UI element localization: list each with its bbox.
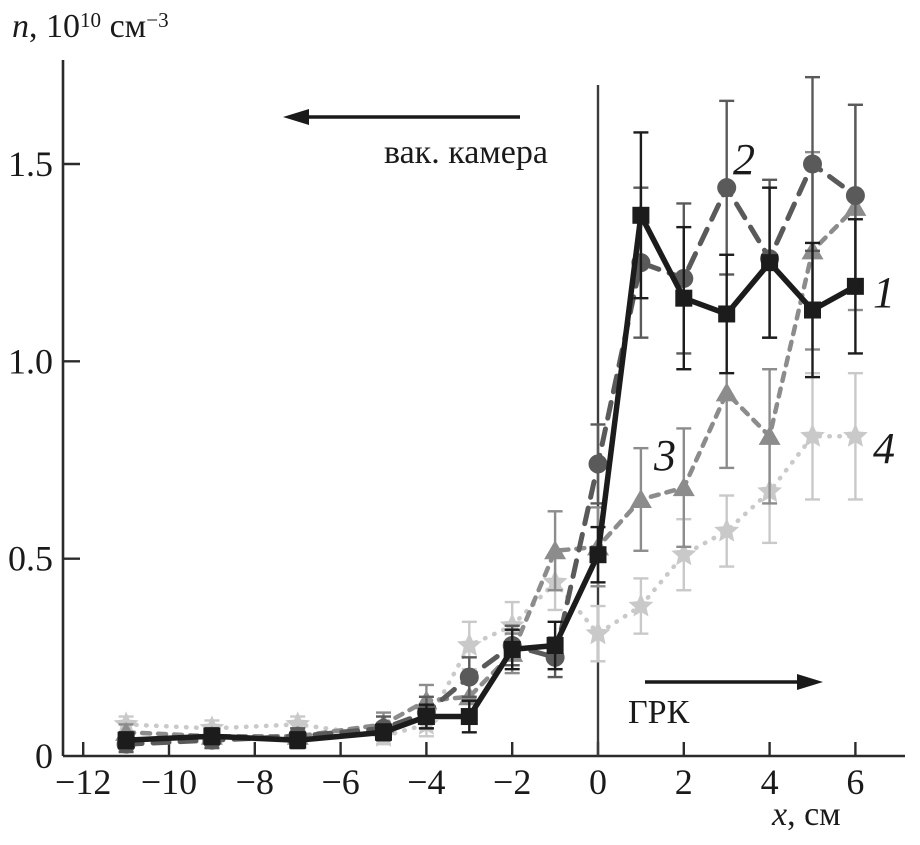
star-marker — [671, 541, 697, 566]
vac-chamber-arrow-head — [283, 109, 309, 125]
star-marker — [628, 593, 654, 617]
y-tick-label: 1.5 — [8, 144, 53, 184]
square-marker — [804, 301, 821, 319]
series-2-number-label: 2 — [733, 135, 755, 184]
y-axis-exponent: 10 — [80, 7, 102, 32]
x-axis-symbol: x — [772, 796, 788, 833]
square-marker — [503, 640, 521, 658]
x-axis-title: x, см — [772, 796, 841, 834]
x-tick-label: −12 — [55, 762, 111, 802]
x-tick-label: −10 — [141, 762, 197, 802]
star-marker — [714, 518, 740, 542]
x-tick-label: −4 — [407, 762, 445, 802]
x-tick-label: 2 — [675, 762, 693, 802]
x-tick-label: 4 — [761, 762, 779, 802]
circle-marker — [588, 454, 608, 474]
vac-chamber-label: вак. камера — [384, 134, 548, 171]
series-2-line — [123, 160, 858, 747]
x-axis-unit: , см — [787, 796, 841, 833]
x-tick-label: 6 — [846, 762, 864, 802]
grk-label: ГРК — [628, 694, 690, 731]
star-marker — [585, 620, 611, 645]
series-1-number-label: 1 — [873, 268, 895, 317]
series-4-line — [123, 434, 858, 739]
star-marker — [843, 423, 868, 447]
square-marker — [117, 731, 135, 749]
square-marker — [460, 708, 478, 726]
series-4-number-label: 4 — [873, 424, 895, 473]
y-axis-unit: см — [101, 8, 147, 45]
square-marker — [417, 708, 435, 726]
triangle-marker — [544, 540, 567, 560]
star-marker — [456, 632, 482, 656]
circle-marker — [717, 178, 737, 198]
square-marker — [761, 254, 779, 272]
triangle-marker — [672, 477, 695, 497]
square-marker — [718, 305, 736, 323]
y-axis-title: n, 1010 см−3 — [12, 8, 169, 46]
star-marker — [800, 423, 825, 447]
y-tick-label: 0.5 — [8, 539, 53, 579]
x-tick-label: −8 — [236, 762, 274, 802]
y-tick-label: 1.0 — [8, 341, 53, 381]
x-tick-label: 0 — [589, 762, 607, 802]
square-marker — [589, 546, 607, 564]
triangle-marker — [758, 425, 781, 445]
circle-marker — [845, 186, 865, 206]
y-axis-symbol: n — [12, 8, 29, 45]
square-marker — [675, 289, 693, 307]
x-tick-label: −6 — [321, 762, 359, 802]
circle-marker — [459, 667, 479, 687]
triangle-marker — [629, 488, 652, 508]
square-marker — [375, 723, 392, 741]
triangle-marker — [715, 382, 738, 402]
square-marker — [546, 636, 564, 654]
square-marker — [632, 206, 650, 224]
series-3-number-label: 3 — [653, 431, 676, 480]
x-tick-label: −2 — [493, 762, 531, 802]
circle-marker — [803, 154, 822, 174]
y-tick-label: 0 — [35, 736, 53, 776]
y-axis-unit-exponent: −3 — [146, 7, 169, 32]
square-marker — [846, 277, 864, 295]
grk-arrow-head — [797, 674, 823, 690]
y-axis-prefix: , 10 — [29, 8, 80, 45]
square-marker — [289, 731, 307, 749]
square-marker — [203, 727, 221, 745]
